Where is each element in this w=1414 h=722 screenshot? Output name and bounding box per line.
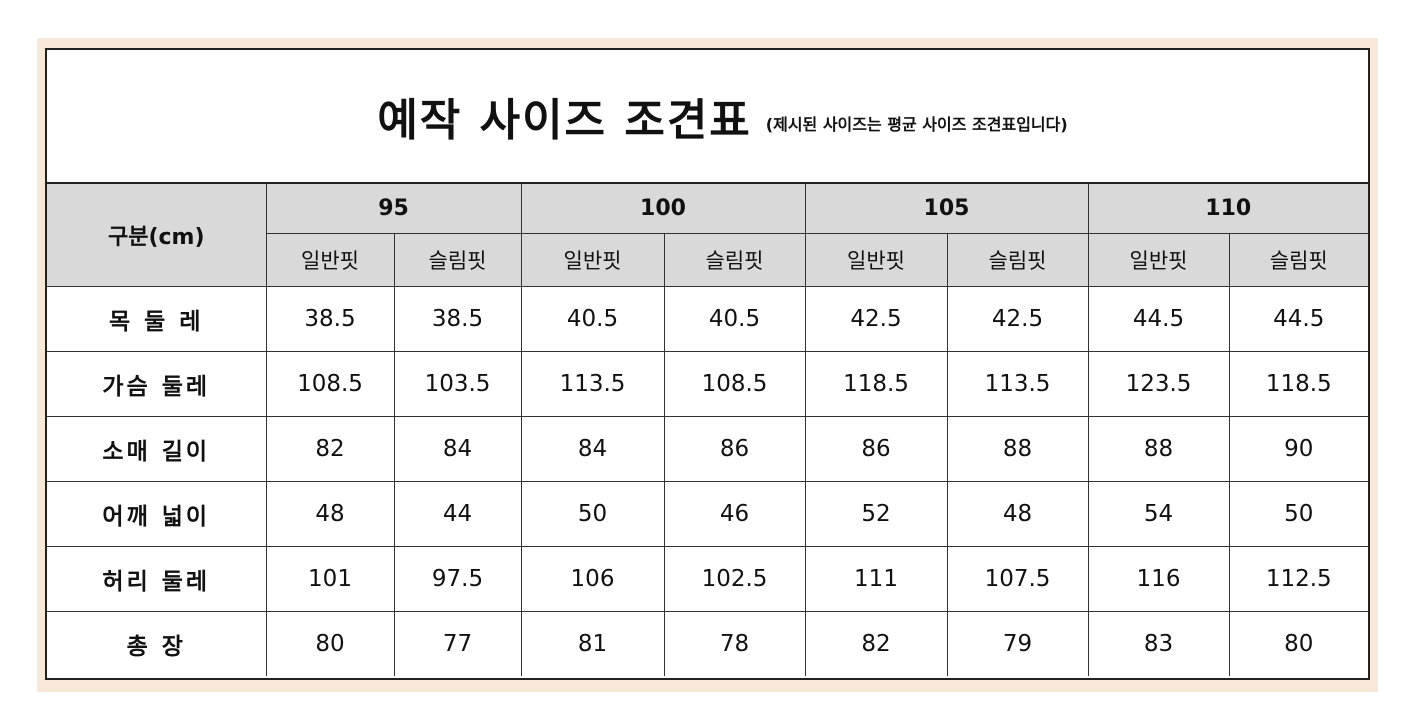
table-cell: 52 <box>804 481 948 547</box>
table-cell: 48 <box>946 481 1089 547</box>
fit-header: 일반핏 <box>266 233 395 287</box>
table-cell: 111 <box>804 546 948 612</box>
table-cell: 38.5 <box>265 286 395 352</box>
table-cell: 88 <box>1087 416 1230 482</box>
table-cell: 54 <box>1087 481 1230 547</box>
table-cell: 112.5 <box>1228 546 1368 612</box>
fit-header: 슬림핏 <box>946 233 1089 287</box>
table-cell: 42.5 <box>946 286 1089 352</box>
table-cell: 77 <box>393 611 522 676</box>
table-cell: 88 <box>946 416 1089 482</box>
row-label: 어깨 넓이 <box>47 481 267 547</box>
size-chart: 예작 사이즈 조견표 (제시된 사이즈는 평균 사이즈 조견표입니다) 구분(c… <box>45 48 1370 680</box>
fit-header: 슬림핏 <box>1228 233 1368 287</box>
fit-header: 일반핏 <box>520 233 665 287</box>
size-header-row: 구분(cm) 95 100 105 110 <box>47 184 1368 287</box>
table-cell: 116 <box>1087 546 1230 612</box>
table-row: 허리 둘레 101 97.5 106 102.5 111 107.5 116 112.5 <box>47 546 1368 612</box>
table-cell: 83 <box>1087 611 1230 676</box>
table-cell: 48 <box>265 481 395 547</box>
row-label: 허리 둘레 <box>47 546 267 612</box>
table-row: 총 장 80 77 81 78 82 79 83 80 <box>47 611 1368 676</box>
row-label: 가슴 둘레 <box>47 351 267 417</box>
table-cell: 97.5 <box>393 546 522 612</box>
table-cell: 108.5 <box>265 351 395 417</box>
fit-header: 슬림핏 <box>393 233 522 287</box>
table-cell: 82 <box>804 611 948 676</box>
table-cell: 46 <box>663 481 806 547</box>
row-label: 목 둘 레 <box>47 286 267 352</box>
fit-header: 일반핏 <box>804 233 948 287</box>
size-header: 95 <box>265 184 522 234</box>
size-table: 구분(cm) 95 100 105 110 일반핏 슬림핏 일반핏 슬림핏 일반핏 슬림핏… <box>47 184 1368 676</box>
chart-title: 예작 사이즈 조견표 <box>377 95 752 146</box>
table-cell: 107.5 <box>946 546 1089 612</box>
table-row: 가슴 둘레 108.5 103.5 113.5 108.5 118.5 113.5 123.5… <box>47 351 1368 417</box>
table-cell: 113.5 <box>520 351 665 417</box>
table-cell: 84 <box>393 416 522 482</box>
table-cell: 79 <box>946 611 1089 676</box>
table-cell: 50 <box>1228 481 1368 547</box>
table-cell: 38.5 <box>393 286 522 352</box>
table-cell: 113.5 <box>946 351 1089 417</box>
fit-header: 일반핏 <box>1087 233 1230 287</box>
table-cell: 40.5 <box>520 286 665 352</box>
table-cell: 44.5 <box>1228 286 1368 352</box>
size-header: 100 <box>520 184 806 234</box>
table-row: 목 둘 레 38.5 38.5 40.5 40.5 42.5 42.5 44.5 44.5 <box>47 286 1368 352</box>
table-cell: 44.5 <box>1087 286 1230 352</box>
table-cell: 42.5 <box>804 286 948 352</box>
table-cell: 84 <box>520 416 665 482</box>
size-header: 105 <box>804 184 1089 234</box>
table-cell: 44 <box>393 481 522 547</box>
size-header: 110 <box>1087 184 1368 234</box>
table-cell: 108.5 <box>663 351 806 417</box>
table-cell: 101 <box>265 546 395 612</box>
fit-header-row: 일반핏 슬림핏 일반핏 슬림핏 일반핏 슬림핏 일반핏 슬림핏 <box>47 233 1368 287</box>
table-cell: 86 <box>663 416 806 482</box>
table-cell: 80 <box>265 611 395 676</box>
table-row: 어깨 넓이 48 44 50 46 52 48 54 50 <box>47 481 1368 547</box>
row-label: 소매 길이 <box>47 416 267 482</box>
corner-label: 구분(cm) <box>47 184 267 287</box>
table-cell: 86 <box>804 416 948 482</box>
table-cell: 118.5 <box>1228 351 1368 417</box>
table-cell: 90 <box>1228 416 1368 482</box>
row-label: 총 장 <box>47 611 267 676</box>
fit-header: 슬림핏 <box>663 233 806 287</box>
table-cell: 118.5 <box>804 351 948 417</box>
table-body: 목 둘 레 38.5 38.5 40.5 40.5 42.5 42.5 44.5 44.5 가슴 … <box>47 286 1368 676</box>
table-cell: 106 <box>520 546 665 612</box>
chart-subtitle: (제시된 사이즈는 평균 사이즈 조견표입니다) <box>765 115 1068 134</box>
table-cell: 40.5 <box>663 286 806 352</box>
table-cell: 78 <box>663 611 806 676</box>
table-cell: 102.5 <box>663 546 806 612</box>
table-cell: 82 <box>265 416 395 482</box>
table-cell: 123.5 <box>1087 351 1230 417</box>
table-cell: 81 <box>520 611 665 676</box>
table-cell: 103.5 <box>393 351 522 417</box>
title-bar: 예작 사이즈 조견표 (제시된 사이즈는 평균 사이즈 조견표입니다) <box>47 50 1368 184</box>
table-cell: 50 <box>520 481 665 547</box>
table-row: 소매 길이 82 84 84 86 86 88 88 90 <box>47 416 1368 482</box>
table-cell: 80 <box>1228 611 1368 676</box>
